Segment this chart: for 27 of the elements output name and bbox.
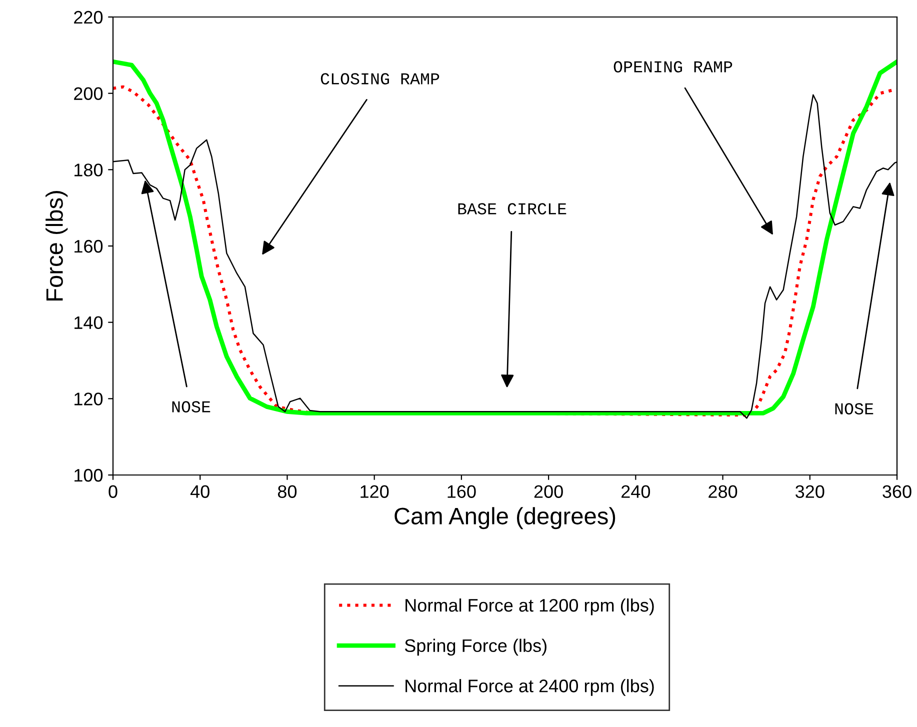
x-tick-label: 360: [882, 485, 912, 498]
annotation: NOSE: [172, 401, 210, 412]
y-axis-title: Force (lbs): [46, 191, 68, 300]
x-tick-label: 160: [448, 485, 476, 498]
x-axis-title: Cam Angle (degrees): [394, 507, 616, 530]
annotation: OPENING RAMP: [614, 61, 732, 72]
x-tick-label: 0: [108, 485, 118, 498]
legend-label: Spring Force (lbs): [404, 638, 546, 656]
x-tick-label: 240: [622, 485, 650, 498]
y-tick-label: 120: [74, 392, 103, 406]
annotation: BASE CIRCLE: [458, 203, 566, 214]
y-tick-label: 100: [74, 468, 103, 482]
y-tick-label: 140: [74, 316, 103, 330]
x-tick-label: 280: [708, 485, 738, 498]
y-tick-label: 160: [74, 240, 103, 253]
x-tick-label: 320: [796, 485, 824, 498]
x-tick-label: 200: [534, 485, 563, 498]
x-tick-label: 120: [360, 485, 389, 498]
y-tick-label: 200: [74, 87, 103, 100]
y-tick-label: 180: [74, 164, 103, 176]
annotation: NOSE: [835, 403, 874, 414]
legend-label: Normal Force at 2400 rpm (lbs): [406, 679, 654, 696]
annotation: CLOSING RAMP: [320, 73, 440, 84]
legend-label: Normal Force at 1200 rpm (lbs): [406, 598, 654, 616]
x-tick-label: 40: [190, 485, 210, 498]
y-tick-label: 220: [74, 10, 103, 24]
x-tick-label: 80: [278, 485, 297, 498]
